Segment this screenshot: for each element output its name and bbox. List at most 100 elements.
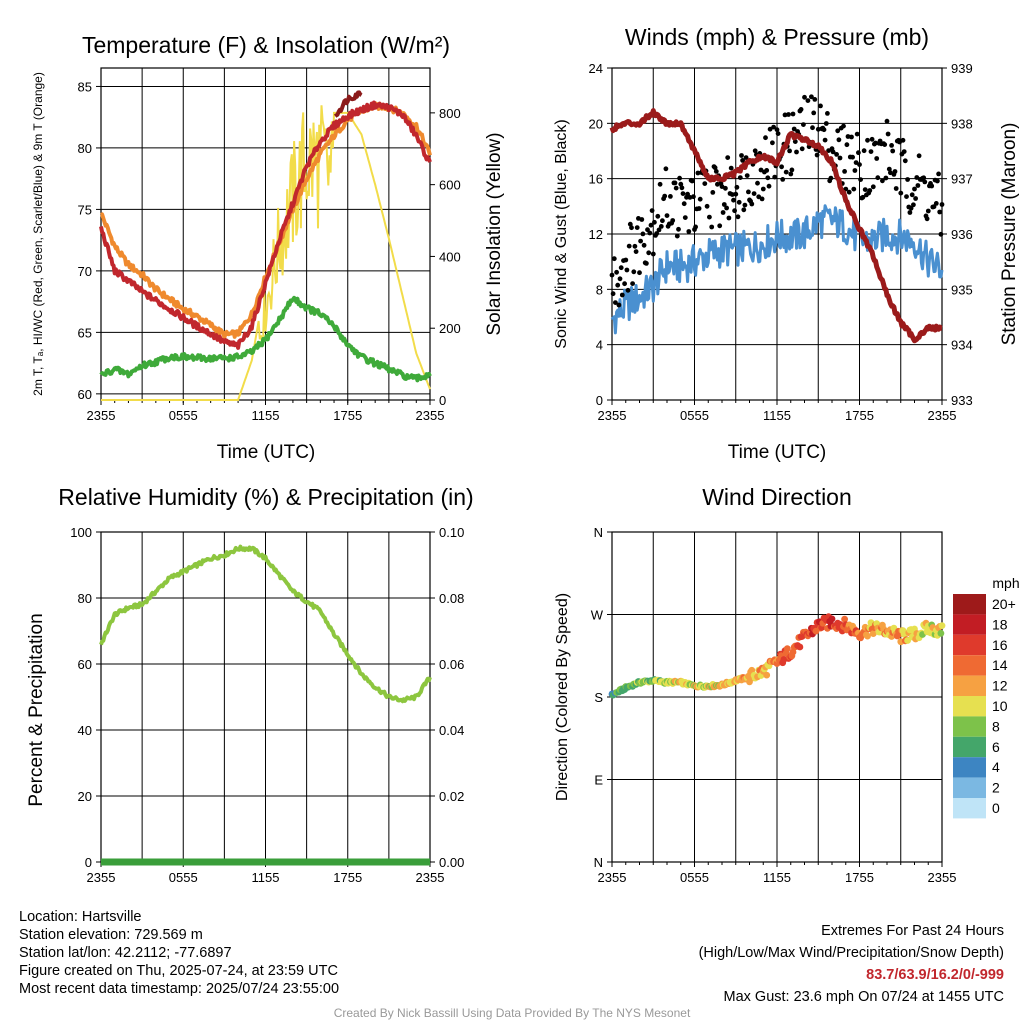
colorbar-swatch (953, 655, 986, 676)
gust-point (634, 225, 640, 231)
gust-point (673, 185, 679, 191)
temperature-series-line (99, 100, 432, 350)
y-tick-label: 65 (78, 325, 92, 340)
gust-point (646, 250, 652, 256)
gust-point (615, 282, 621, 288)
gust-point (845, 134, 851, 139)
gust-point (681, 201, 687, 207)
y-tick-label: 85 (78, 79, 92, 94)
gust-point (822, 137, 828, 143)
x-tick-label: 1155 (252, 408, 280, 423)
gust-point (759, 196, 765, 202)
gust-point (717, 223, 723, 229)
gust-point (696, 206, 702, 211)
gust-point (841, 123, 846, 129)
gust-point (735, 214, 741, 220)
panel-2: 2355 0555 1155 1755 235504812162024933934935… (589, 61, 973, 423)
gust-point (660, 218, 665, 224)
gust-point (922, 179, 928, 185)
gust-point (792, 139, 798, 145)
y-right-tick-label: 938 (951, 116, 973, 131)
gust-point (672, 180, 678, 186)
gust-point (908, 205, 914, 211)
x-tick-label: 0555 (169, 408, 198, 423)
y-right-tick-label: 936 (951, 227, 973, 242)
gust-point (654, 231, 660, 236)
gust-point (874, 156, 880, 161)
gust-point (740, 158, 745, 163)
gust-point (655, 213, 661, 219)
gust-point (649, 208, 655, 214)
colorbar-swatch (953, 594, 986, 615)
y-right-tick-label: 934 (951, 338, 973, 353)
gust-point (618, 265, 624, 271)
gust-point (868, 149, 874, 155)
gust-point (710, 190, 716, 195)
latlon-text: Station lat/lon: 42.2112; -77.6897 (19, 945, 232, 961)
gust-point (916, 153, 922, 159)
gust-point (691, 194, 696, 200)
gust-point (821, 127, 827, 133)
gust-point (663, 166, 669, 172)
gust-point (631, 269, 637, 275)
gust-point (889, 143, 894, 148)
gust-point (787, 148, 792, 154)
gust-point (798, 107, 804, 112)
y-tick-label: 100 (70, 525, 92, 540)
gust-point (938, 231, 944, 237)
y-tick-label: 24 (589, 61, 603, 76)
gust-point (697, 196, 703, 202)
gust-point (873, 140, 878, 146)
y-right-tick-label: 0.08 (439, 591, 464, 606)
gust-point (704, 203, 710, 209)
gust-point (835, 128, 841, 134)
direction-point (869, 630, 877, 637)
gust-point (867, 188, 873, 193)
gust-point (770, 140, 775, 146)
y-tick-label: 16 (589, 172, 603, 187)
gust-point (613, 300, 618, 305)
gust-point (786, 112, 791, 117)
gust-point (650, 251, 656, 257)
gust-point (902, 158, 908, 164)
panel-1-ylabel-right: Solar Insolation (Yellow) (484, 132, 505, 335)
gust-point (647, 230, 653, 236)
gust-point (883, 175, 889, 181)
gust-point (732, 208, 737, 214)
y-right-tick-label: 400 (439, 249, 461, 264)
gust-point (611, 256, 617, 262)
gust-point (812, 97, 818, 102)
y-tick-label: 4 (596, 338, 603, 353)
panel-2-ylabel-right: Station Pressure (Maroon) (999, 123, 1020, 346)
max-gust-text: Max Gust: 23.6 mph On 07/24 at 1455 UTC (723, 989, 1004, 1005)
colorbar-swatch (953, 634, 986, 656)
x-tick-label: 2355 (928, 408, 957, 423)
gust-point (929, 183, 935, 189)
x-tick-label: 2355 (928, 870, 957, 885)
gust-point (744, 173, 750, 179)
gust-point (774, 127, 780, 133)
gust-point (805, 98, 811, 103)
gust-point (854, 131, 860, 137)
gust-point (766, 183, 772, 189)
gust-point (837, 155, 843, 161)
y-tick-label: 40 (78, 723, 92, 738)
gust-point (850, 154, 855, 160)
direction-point (938, 622, 946, 629)
panel-2-ylabel: Sonic Wind & Gust (Blue, Black) (553, 119, 570, 348)
x-tick-label: 1755 (845, 408, 874, 423)
gust-point (925, 208, 931, 214)
gust-point (702, 181, 708, 187)
y-right-tick-label: 933 (951, 393, 973, 408)
gust-point (907, 210, 913, 215)
gust-point (823, 121, 829, 126)
gust-point (869, 136, 875, 142)
x-tick-label: 1155 (763, 870, 791, 885)
gust-point (851, 186, 857, 192)
gust-point (707, 214, 712, 220)
y-tick-label: 80 (78, 591, 92, 606)
panel-4-ylabel: Direction (Colored By Speed) (554, 593, 571, 801)
x-tick-label: 2355 (87, 870, 116, 885)
gust-point (802, 94, 807, 100)
